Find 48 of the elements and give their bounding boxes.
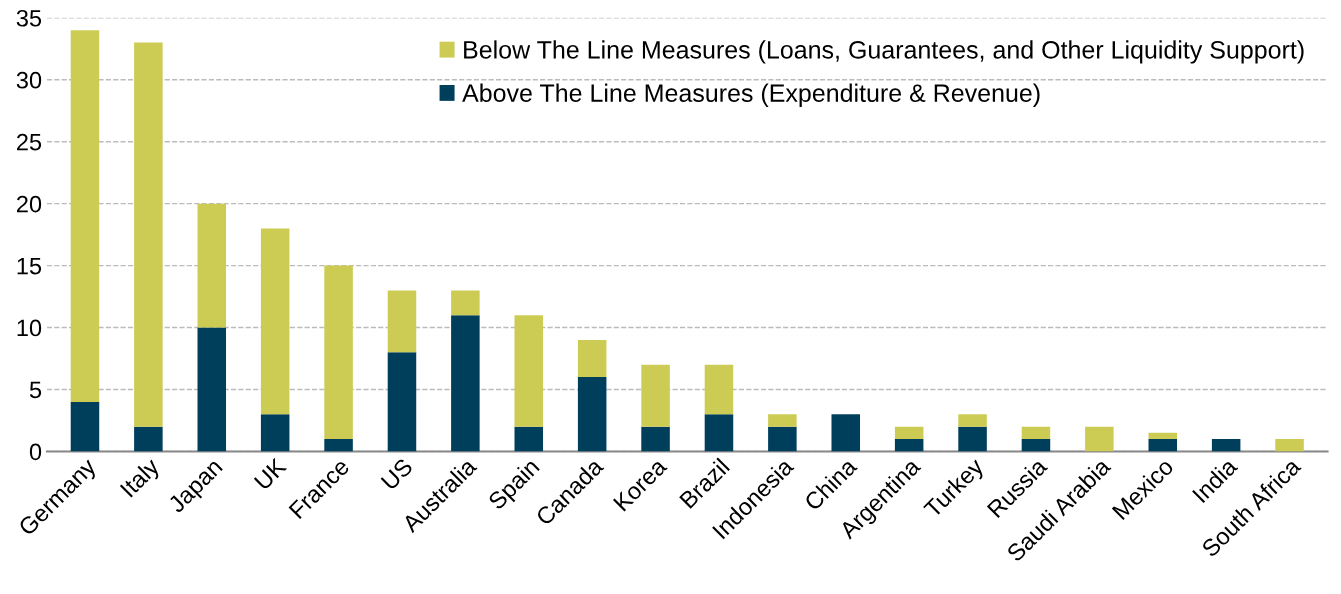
bar bbox=[1021, 426, 1051, 440]
y-tick-label: 25 bbox=[17, 133, 42, 151]
bar bbox=[387, 290, 417, 353]
x-tick-label: UK bbox=[253, 457, 288, 491]
bar bbox=[514, 315, 544, 427]
legend-label: Below The Line Measures (Loans, Guarantees, and Other Liquidity Support) bbox=[464, 40, 1304, 64]
bar bbox=[641, 426, 670, 452]
bar bbox=[1148, 439, 1178, 452]
x-tick-label: Italy bbox=[119, 456, 164, 501]
bar bbox=[134, 42, 163, 427]
y-tick-label: 35 bbox=[16, 9, 42, 27]
bar bbox=[577, 377, 607, 452]
bar bbox=[514, 426, 544, 452]
bar bbox=[704, 414, 734, 452]
bar bbox=[1021, 439, 1051, 452]
y-tick-label: 30 bbox=[16, 71, 42, 89]
bar bbox=[197, 203, 227, 328]
bar bbox=[1211, 439, 1241, 452]
legend-label: Above The Line Measures (Expenditure & Revenue) bbox=[462, 83, 1040, 107]
y-tick-label: 20 bbox=[17, 195, 42, 213]
bar bbox=[70, 30, 100, 402]
bar bbox=[70, 401, 100, 452]
bar bbox=[641, 364, 670, 427]
bar bbox=[451, 290, 480, 316]
bar bbox=[894, 426, 924, 440]
bar bbox=[704, 364, 734, 415]
bar bbox=[577, 339, 607, 378]
bar bbox=[197, 327, 227, 452]
bar bbox=[894, 439, 924, 452]
bar bbox=[1148, 432, 1178, 440]
y-tick-label: 15 bbox=[17, 257, 42, 275]
bar bbox=[260, 414, 290, 452]
bar bbox=[768, 414, 797, 427]
bar bbox=[451, 315, 480, 452]
bar bbox=[958, 426, 987, 452]
bar bbox=[134, 426, 163, 452]
bar bbox=[324, 265, 353, 440]
bar bbox=[958, 414, 987, 427]
bar bbox=[1085, 426, 1114, 452]
bar bbox=[768, 426, 797, 452]
y-tick-label: 10 bbox=[17, 319, 42, 337]
bar bbox=[1275, 439, 1304, 452]
bar bbox=[831, 414, 861, 452]
y-tick-label: 0 bbox=[29, 443, 42, 461]
bar bbox=[387, 352, 417, 452]
bar bbox=[260, 228, 290, 415]
y-tick-label: 5 bbox=[29, 381, 42, 399]
bar bbox=[324, 439, 353, 452]
